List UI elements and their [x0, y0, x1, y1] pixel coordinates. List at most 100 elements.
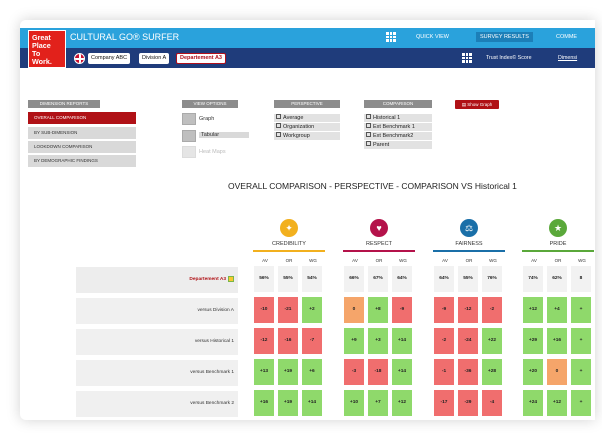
- graph-icon[interactable]: [182, 113, 196, 125]
- checkbox-icon[interactable]: [366, 123, 371, 129]
- comparison-parent[interactable]: Parent: [364, 141, 432, 149]
- view-heat-maps[interactable]: Heat Maps: [199, 149, 226, 155]
- respect-icon: ♥: [370, 219, 388, 237]
- dimension-reports-header: DIMENSION REPORTS: [28, 100, 100, 108]
- menu-by-sub-dimension[interactable]: BY SUB-DIMENSION: [28, 127, 136, 139]
- logo-line: Place: [32, 41, 51, 50]
- comparison-historical-1[interactable]: Historical 1: [364, 114, 432, 122]
- department-chip-icon: [228, 275, 234, 282]
- delta-cell: +3: [368, 328, 388, 354]
- menu-overall-comparison[interactable]: OVERALL COMPARISON: [28, 112, 136, 124]
- delta-cell: +8: [368, 297, 388, 323]
- delta-cell: 0: [547, 359, 567, 385]
- nav-survey-results[interactable]: SURVEY RESULTS: [476, 32, 533, 42]
- checkbox-icon[interactable]: [366, 114, 371, 120]
- delta-cell: +6: [302, 359, 322, 385]
- delta-cell: +: [571, 328, 591, 354]
- gptw-logo: Great Place To Work.: [28, 30, 66, 68]
- delta-cell: -2: [434, 328, 454, 354]
- top-navbar: [20, 28, 595, 48]
- score-cell: 66%: [344, 266, 364, 292]
- checkbox-icon[interactable]: [366, 132, 371, 138]
- show-graph-button[interactable]: ▤ Show Graph: [455, 100, 499, 109]
- checkbox-icon[interactable]: [276, 132, 281, 138]
- delta-cell: 0: [344, 297, 364, 323]
- score-cell: 64%: [392, 266, 412, 292]
- table-icon[interactable]: [182, 130, 196, 142]
- perspective-workgroup[interactable]: Workgroup: [274, 132, 340, 140]
- view-graph[interactable]: Graph: [199, 116, 215, 122]
- category-credibility: ✦ CREDIBILITY: [253, 219, 325, 252]
- delta-cell: +19: [278, 359, 298, 385]
- row-label-text: versus Benchmark 2: [190, 401, 234, 406]
- delta-cell: +16: [547, 328, 567, 354]
- delta-cell: +14: [302, 390, 322, 416]
- score-cell: 56%: [254, 266, 274, 292]
- column-header-wg: WG: [489, 258, 497, 263]
- score-cell: 55%: [278, 266, 298, 292]
- perspective-organization[interactable]: Organization: [274, 123, 340, 131]
- delta-cell: +7: [368, 390, 388, 416]
- filter-department[interactable]: Departement A3: [176, 53, 226, 64]
- delta-cell: +: [571, 390, 591, 416]
- delta-cell: +16: [254, 390, 274, 416]
- delta-cell: -16: [278, 328, 298, 354]
- column-header-or: OR: [465, 258, 473, 263]
- checkbox-icon[interactable]: [276, 114, 281, 120]
- delta-cell: -10: [254, 297, 274, 323]
- category-underline: [522, 250, 594, 252]
- delta-cell: +19: [278, 390, 298, 416]
- delta-cell: -7: [302, 328, 322, 354]
- filter-company[interactable]: Company ABC: [88, 53, 131, 64]
- category-underline: [343, 250, 415, 252]
- nav-quick-view[interactable]: QUICK VIEW: [416, 34, 450, 40]
- comparison-ext-benchmark-2[interactable]: Ext Benchmark2: [364, 132, 432, 140]
- perspective-average[interactable]: Average: [274, 114, 340, 122]
- view-tabular[interactable]: Tabular: [199, 132, 249, 138]
- logo-line: To: [32, 49, 41, 58]
- filter-division[interactable]: Division A: [139, 53, 170, 64]
- apps-grid-icon[interactable]: [386, 32, 396, 42]
- fairness-icon: ⚖: [460, 219, 478, 237]
- row-label-text: Departement A3: [189, 277, 226, 282]
- heatmap-icon[interactable]: [182, 146, 196, 158]
- delta-cell: -2: [482, 297, 502, 323]
- delta-cell: +12: [392, 390, 412, 416]
- menu-lookdown-comparison[interactable]: LOOKDOWN COMPARISON: [28, 141, 136, 153]
- credibility-icon: ✦: [280, 219, 298, 237]
- menu-by-demographic-findings[interactable]: BY DEMOGRAPHIC FINDINGS: [28, 155, 136, 167]
- column-header-wg: WG: [309, 258, 317, 263]
- score-cell: 8: [571, 266, 591, 292]
- comparison-ext-benchmark-1[interactable]: Ext Benchmark 1: [364, 123, 432, 131]
- row-label: versus Benchmark 2: [76, 391, 238, 417]
- row-label: versus Historical 1: [76, 329, 238, 355]
- row-label-text: versus Benchmark 1: [190, 370, 234, 375]
- delta-cell: +: [571, 359, 591, 385]
- column-header-wg: WG: [399, 258, 407, 263]
- dimensions-link[interactable]: Dimensi: [558, 55, 578, 61]
- trust-index-link[interactable]: Trust Index© Score: [486, 55, 532, 61]
- checkbox-icon[interactable]: [276, 123, 281, 129]
- score-cell: 62%: [547, 266, 567, 292]
- checkbox-label: Ext Benchmark 1: [373, 124, 415, 130]
- delta-cell: +9: [344, 328, 364, 354]
- delta-cell: -9: [392, 297, 412, 323]
- comparison-header: COMPARISON: [364, 100, 432, 108]
- logo-line: Work.: [32, 57, 52, 66]
- nav-comments[interactable]: COMME: [556, 34, 578, 40]
- category-label: PRIDE: [549, 241, 567, 247]
- pride-icon: ★: [549, 219, 567, 237]
- uk-flag-icon[interactable]: [74, 53, 85, 64]
- delta-cell: -1: [434, 359, 454, 385]
- row-label-text: versus Historical 1: [194, 339, 234, 344]
- delta-cell: -9: [434, 297, 454, 323]
- row-label: versus Benchmark 1: [76, 360, 238, 386]
- delta-cell: +4: [547, 297, 567, 323]
- checkbox-icon[interactable]: [366, 141, 371, 147]
- score-cell: 64%: [434, 266, 454, 292]
- graph-small-icon: ▤: [461, 102, 468, 107]
- delta-cell: -36: [458, 359, 478, 385]
- delta-cell: +14: [392, 359, 412, 385]
- category-pride: ★ PRIDE: [522, 219, 594, 252]
- grid-menu-icon[interactable]: [462, 53, 472, 63]
